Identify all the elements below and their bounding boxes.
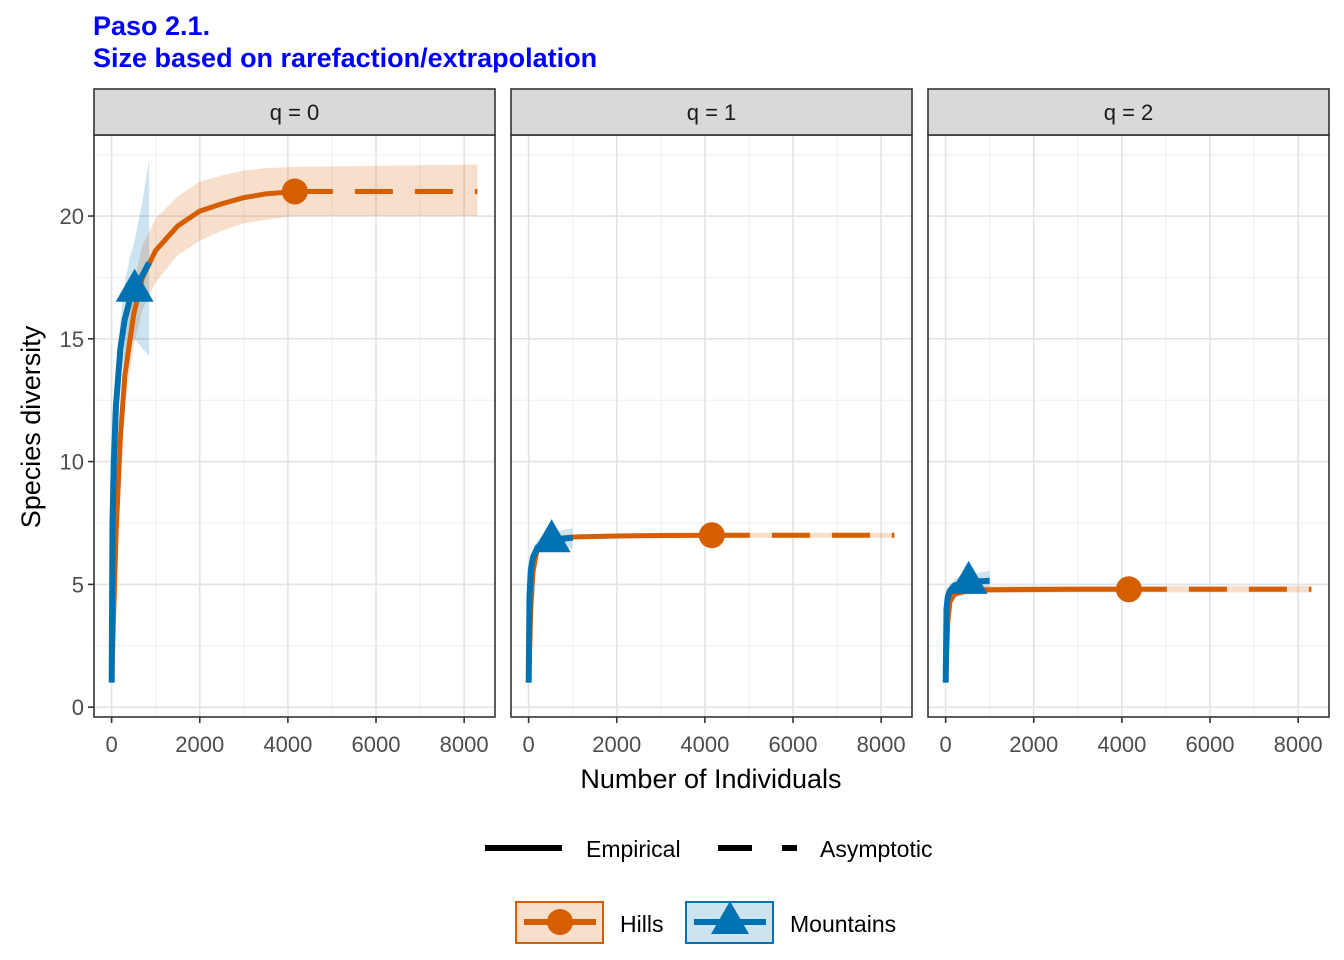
facet-strip-label: q = 2 bbox=[1104, 100, 1154, 125]
panel-background bbox=[94, 135, 495, 717]
legend-hills-label: Hills bbox=[620, 911, 663, 937]
mountains-observed-point bbox=[115, 268, 154, 302]
legend-asymptotic-label: Asymptotic bbox=[820, 836, 932, 862]
y-tick-label: 20 bbox=[60, 204, 84, 229]
facet-strip bbox=[927, 88, 1330, 136]
hills-observed-point bbox=[1115, 576, 1142, 603]
legend-mountains-label: Mountains bbox=[790, 911, 896, 937]
chart-title: Paso 2.1. bbox=[93, 11, 211, 41]
panel-background bbox=[928, 135, 1329, 717]
x-tick-label: 0 bbox=[940, 732, 952, 757]
facet-strip bbox=[510, 88, 913, 136]
y-tick-label: 0 bbox=[72, 695, 84, 720]
y-tick-label: 10 bbox=[60, 450, 84, 475]
x-tick-label: 8000 bbox=[857, 732, 906, 757]
x-tick-label: 0 bbox=[106, 732, 118, 757]
x-tick-label: 8000 bbox=[440, 732, 489, 757]
y-tick-label: 5 bbox=[72, 572, 84, 597]
facet-strip bbox=[93, 88, 496, 136]
hills-observed-point bbox=[698, 522, 725, 549]
x-tick-label: 6000 bbox=[769, 732, 818, 757]
mountains-observed-point bbox=[532, 519, 571, 553]
legend-empirical-label: Empirical bbox=[586, 836, 681, 862]
y-tick-label: 15 bbox=[60, 327, 84, 352]
mountains-observed-point bbox=[949, 560, 988, 594]
y-axis-label: Species diversity bbox=[16, 325, 46, 528]
legend-hills-key-point bbox=[547, 909, 573, 935]
x-tick-label: 2000 bbox=[592, 732, 641, 757]
mountains-empirical-line bbox=[108, 288, 138, 683]
facet-strip-label: q = 1 bbox=[687, 100, 737, 125]
x-tick-label: 4000 bbox=[263, 732, 312, 757]
hills-observed-point bbox=[281, 178, 308, 205]
x-tick-label: 2000 bbox=[1009, 732, 1058, 757]
x-tick-label: 2000 bbox=[175, 732, 224, 757]
facet-strip-label: q = 0 bbox=[270, 100, 320, 125]
x-tick-label: 4000 bbox=[680, 732, 729, 757]
chart-subtitle: Size based on rarefaction/extrapolation bbox=[93, 43, 598, 73]
legend-mountains-key-point bbox=[711, 901, 749, 934]
x-tick-label: 4000 bbox=[1097, 732, 1146, 757]
panel-background bbox=[511, 135, 912, 717]
x-tick-label: 6000 bbox=[1186, 732, 1235, 757]
x-axis-label: Number of Individuals bbox=[580, 764, 841, 794]
x-tick-label: 8000 bbox=[1274, 732, 1323, 757]
mountains-asymptotic-ribbon bbox=[134, 159, 150, 356]
x-tick-label: 0 bbox=[523, 732, 535, 757]
x-tick-label: 6000 bbox=[352, 732, 401, 757]
